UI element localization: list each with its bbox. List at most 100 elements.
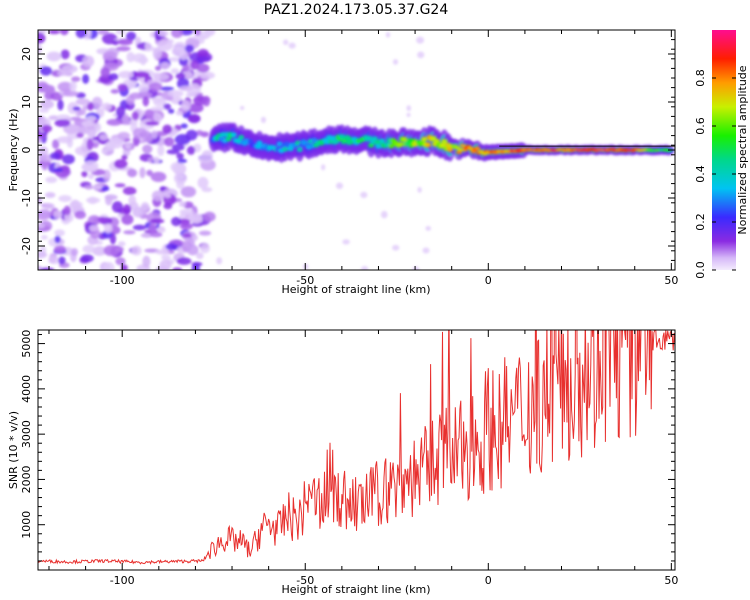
noise-blob [62,154,75,165]
noise-blob [129,92,144,100]
noise-blob [149,231,163,238]
noise-blob [175,110,184,116]
noise-blob [203,211,216,222]
noise-blob [103,245,120,257]
noise-blob [167,108,175,114]
noise-blob [175,72,186,80]
signal-core-blob [456,150,463,154]
noise-blob [176,152,184,160]
noise-blob [38,251,48,259]
noise-blob [179,222,193,230]
noise-blob [166,95,174,101]
noise-blob [100,67,111,79]
signal-core-blob [230,132,237,138]
signal-core-blob [439,142,446,148]
noise-blob [39,66,53,76]
y-tick-label: -10 [20,189,33,207]
noise-blob [240,105,245,111]
noise-blob [97,30,110,35]
noise-blob [416,36,425,44]
noise-blob [142,255,151,268]
noise-blob [202,95,211,107]
noise-blob [170,68,180,74]
noise-blob [195,252,204,260]
noise-blob [88,173,95,180]
noise-blob [53,167,64,173]
noise-blob [176,174,185,180]
noise-blob [117,38,133,46]
noise-blob [115,30,126,35]
noise-blob [74,210,86,220]
noise-blob [179,208,194,215]
noise-blob [187,39,200,46]
noise-blob [385,32,391,38]
y-tick-label: -20 [20,237,33,255]
noise-blob [422,247,430,254]
x-tick-label: -50 [296,274,314,287]
noise-blob [163,103,171,110]
y-tick-label: 0 [20,147,33,154]
signal-core-blob [388,143,395,149]
signal-core-blob [311,137,318,143]
noise-blob [164,136,175,147]
noise-blob [139,91,152,99]
noise-blob [70,199,81,211]
noise-blob [52,139,60,150]
noise-blob [83,160,99,173]
noise-blob [131,245,142,256]
noise-blob [199,243,211,254]
noise-blob [115,257,126,266]
noise-blob [97,216,107,223]
x-tick-label: 50 [664,274,678,287]
noise-blob [152,47,162,60]
noise-blob [171,216,182,227]
noise-blob [58,195,72,203]
noise-blob [70,116,81,121]
noise-blob [60,49,70,60]
noise-blob [187,113,201,124]
noise-blob [171,143,185,151]
noise-blob [178,50,189,60]
snr-y-axis: 1000 2000 3000 4000 5000 [20,330,675,562]
noise-blob [57,81,73,92]
noise-blob [38,223,45,229]
noise-blob [48,254,57,264]
noise-blob [170,161,185,173]
noise-blob [172,49,181,55]
noise-blob [167,90,184,98]
signal-core-blob [238,134,245,140]
noise-blob [80,254,94,263]
colorbar: 0.0 0.2 0.4 0.6 0.8 Normalized spectral ampl… [694,30,749,279]
noise-blob [111,201,123,213]
noise-blob [195,129,204,136]
noise-blob [260,116,267,124]
noise-blob [121,154,128,160]
signal-core-blob [366,135,373,141]
noise-blob [86,138,94,151]
noise-blob [157,227,166,233]
noise-blob [48,89,56,94]
noise-blob [140,202,150,212]
noise-blob [124,142,132,150]
noise-blob [149,31,156,38]
noise-blob [117,131,131,140]
noise-blob [392,59,399,65]
x-tick-label: -50 [296,574,314,587]
noise-blob [118,70,134,79]
colorbar-gradient [712,30,736,270]
noise-blob [193,143,202,153]
noise-blob [82,74,90,84]
signal-core-blob [375,143,382,149]
noise-blob [186,244,199,256]
noise-blob [406,112,411,117]
noise-blob [196,63,210,73]
spectrogram-x-axis: -100 -50 0 50 [48,30,678,287]
noise-blob [173,41,187,53]
noise-blob [171,30,183,38]
noise-blob [45,176,58,184]
noise-blob [335,182,344,190]
noise-blob [392,244,400,251]
noise-blob [128,195,137,207]
noise-blob [176,257,192,265]
